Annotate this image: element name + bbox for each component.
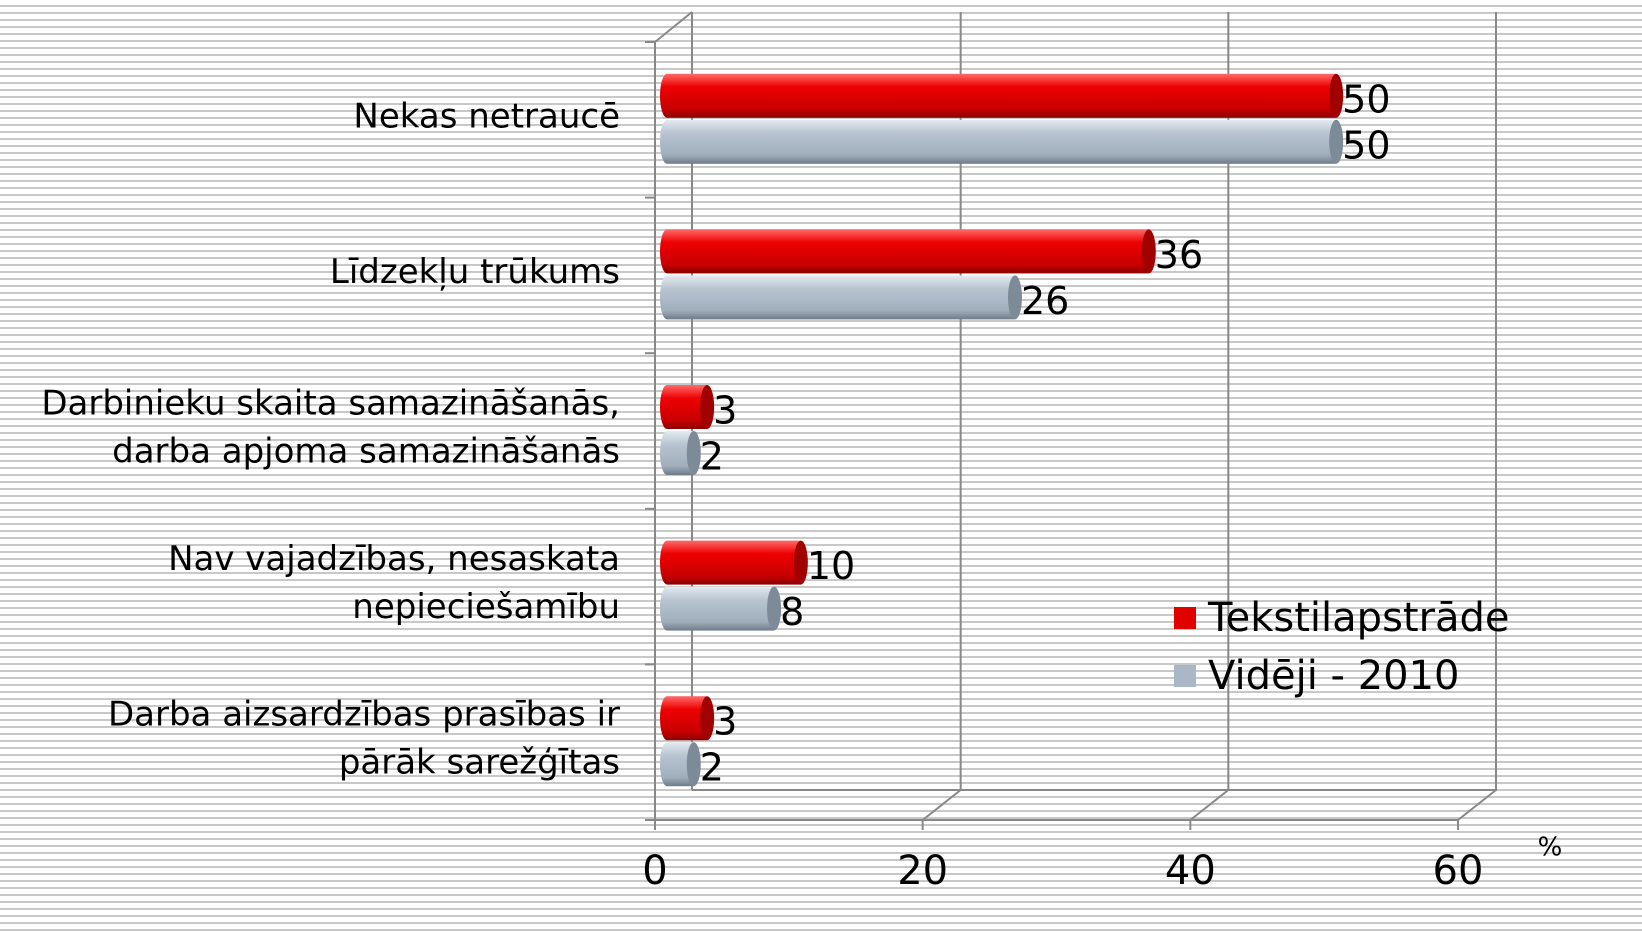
bar xyxy=(667,119,1337,164)
data-label: 50 xyxy=(1342,123,1390,167)
data-label: 2 xyxy=(700,435,724,479)
bar-start-cap xyxy=(660,431,674,475)
x-tick-label: 40 xyxy=(1165,848,1216,894)
x-tick-label: 20 xyxy=(897,848,948,894)
legend-label: Vidēji - 2010 xyxy=(1208,653,1459,699)
bar-start-cap xyxy=(660,540,674,585)
bar-end-cap xyxy=(686,742,701,787)
legend-swatch xyxy=(1174,665,1196,687)
bar-end-cap xyxy=(1007,275,1022,320)
bar xyxy=(667,73,1337,118)
legend-label: Tekstilapstrāde xyxy=(1207,595,1510,641)
legend-swatch xyxy=(1174,607,1196,629)
bar-start-cap xyxy=(660,275,674,320)
data-label: 10 xyxy=(807,544,855,588)
bar-end-cap xyxy=(767,586,782,631)
bar-end-cap xyxy=(700,696,715,741)
y-tick-label: Nav vajadzības, nesaskata xyxy=(168,539,620,579)
y-tick-label: darba apjoma samazināšanās xyxy=(112,432,620,472)
bar-start-cap xyxy=(660,696,674,741)
bar-end-cap xyxy=(1141,229,1156,274)
x-tick-label: 60 xyxy=(1433,848,1484,894)
y-tick-label: pārāk sarežģītas xyxy=(339,743,620,783)
data-label: 3 xyxy=(713,389,737,433)
data-label: 36 xyxy=(1155,233,1203,277)
bar xyxy=(667,275,1015,320)
y-tick-label: Nekas netraucē xyxy=(353,96,620,136)
y-tick-label: Darbinieku skaita samazināšanās, xyxy=(41,384,620,424)
y-tick-label: Darba aizsardzības prasības ir xyxy=(108,695,620,735)
bar-start-cap xyxy=(660,73,674,118)
data-label: 3 xyxy=(713,700,737,744)
bar-end-cap xyxy=(700,385,715,429)
y-tick-label: Līdzekļu trūkums xyxy=(330,252,620,292)
data-label: 26 xyxy=(1021,279,1069,323)
bar-end-cap xyxy=(1329,73,1344,118)
data-label: 2 xyxy=(700,746,724,790)
bar-end-cap xyxy=(1329,119,1344,164)
bar-end-cap xyxy=(793,540,808,585)
bar-start-cap xyxy=(660,586,674,631)
bar-start-cap xyxy=(660,742,674,787)
grid-line xyxy=(1457,789,1497,821)
grid-line xyxy=(1189,789,1229,821)
bar xyxy=(667,540,801,585)
bar-start-cap xyxy=(660,385,674,429)
bar-start-cap xyxy=(660,229,674,274)
data-label: 50 xyxy=(1342,77,1390,121)
x-tick-label: 0 xyxy=(642,848,667,894)
x-axis-label: % xyxy=(1538,833,1563,863)
bar-end-cap xyxy=(686,431,701,475)
grid-line xyxy=(922,789,962,821)
bar xyxy=(667,229,1149,274)
bar xyxy=(667,586,775,631)
data-label: 8 xyxy=(780,590,804,634)
y-tick-label: nepieciešamību xyxy=(352,587,620,627)
bar-start-cap xyxy=(660,119,674,164)
